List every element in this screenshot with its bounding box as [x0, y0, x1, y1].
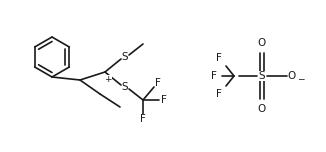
Text: O: O: [288, 71, 296, 81]
Text: F: F: [216, 89, 222, 99]
Text: F: F: [216, 53, 222, 63]
Text: −: −: [297, 74, 305, 83]
Text: F: F: [161, 95, 167, 105]
Text: S: S: [259, 71, 265, 81]
Text: O: O: [258, 104, 266, 114]
Text: S: S: [122, 82, 128, 92]
Text: O: O: [258, 38, 266, 48]
Text: S: S: [122, 52, 128, 62]
Text: F: F: [140, 114, 146, 124]
Text: +: +: [104, 74, 112, 83]
Text: F: F: [211, 71, 217, 81]
Text: F: F: [155, 78, 161, 88]
